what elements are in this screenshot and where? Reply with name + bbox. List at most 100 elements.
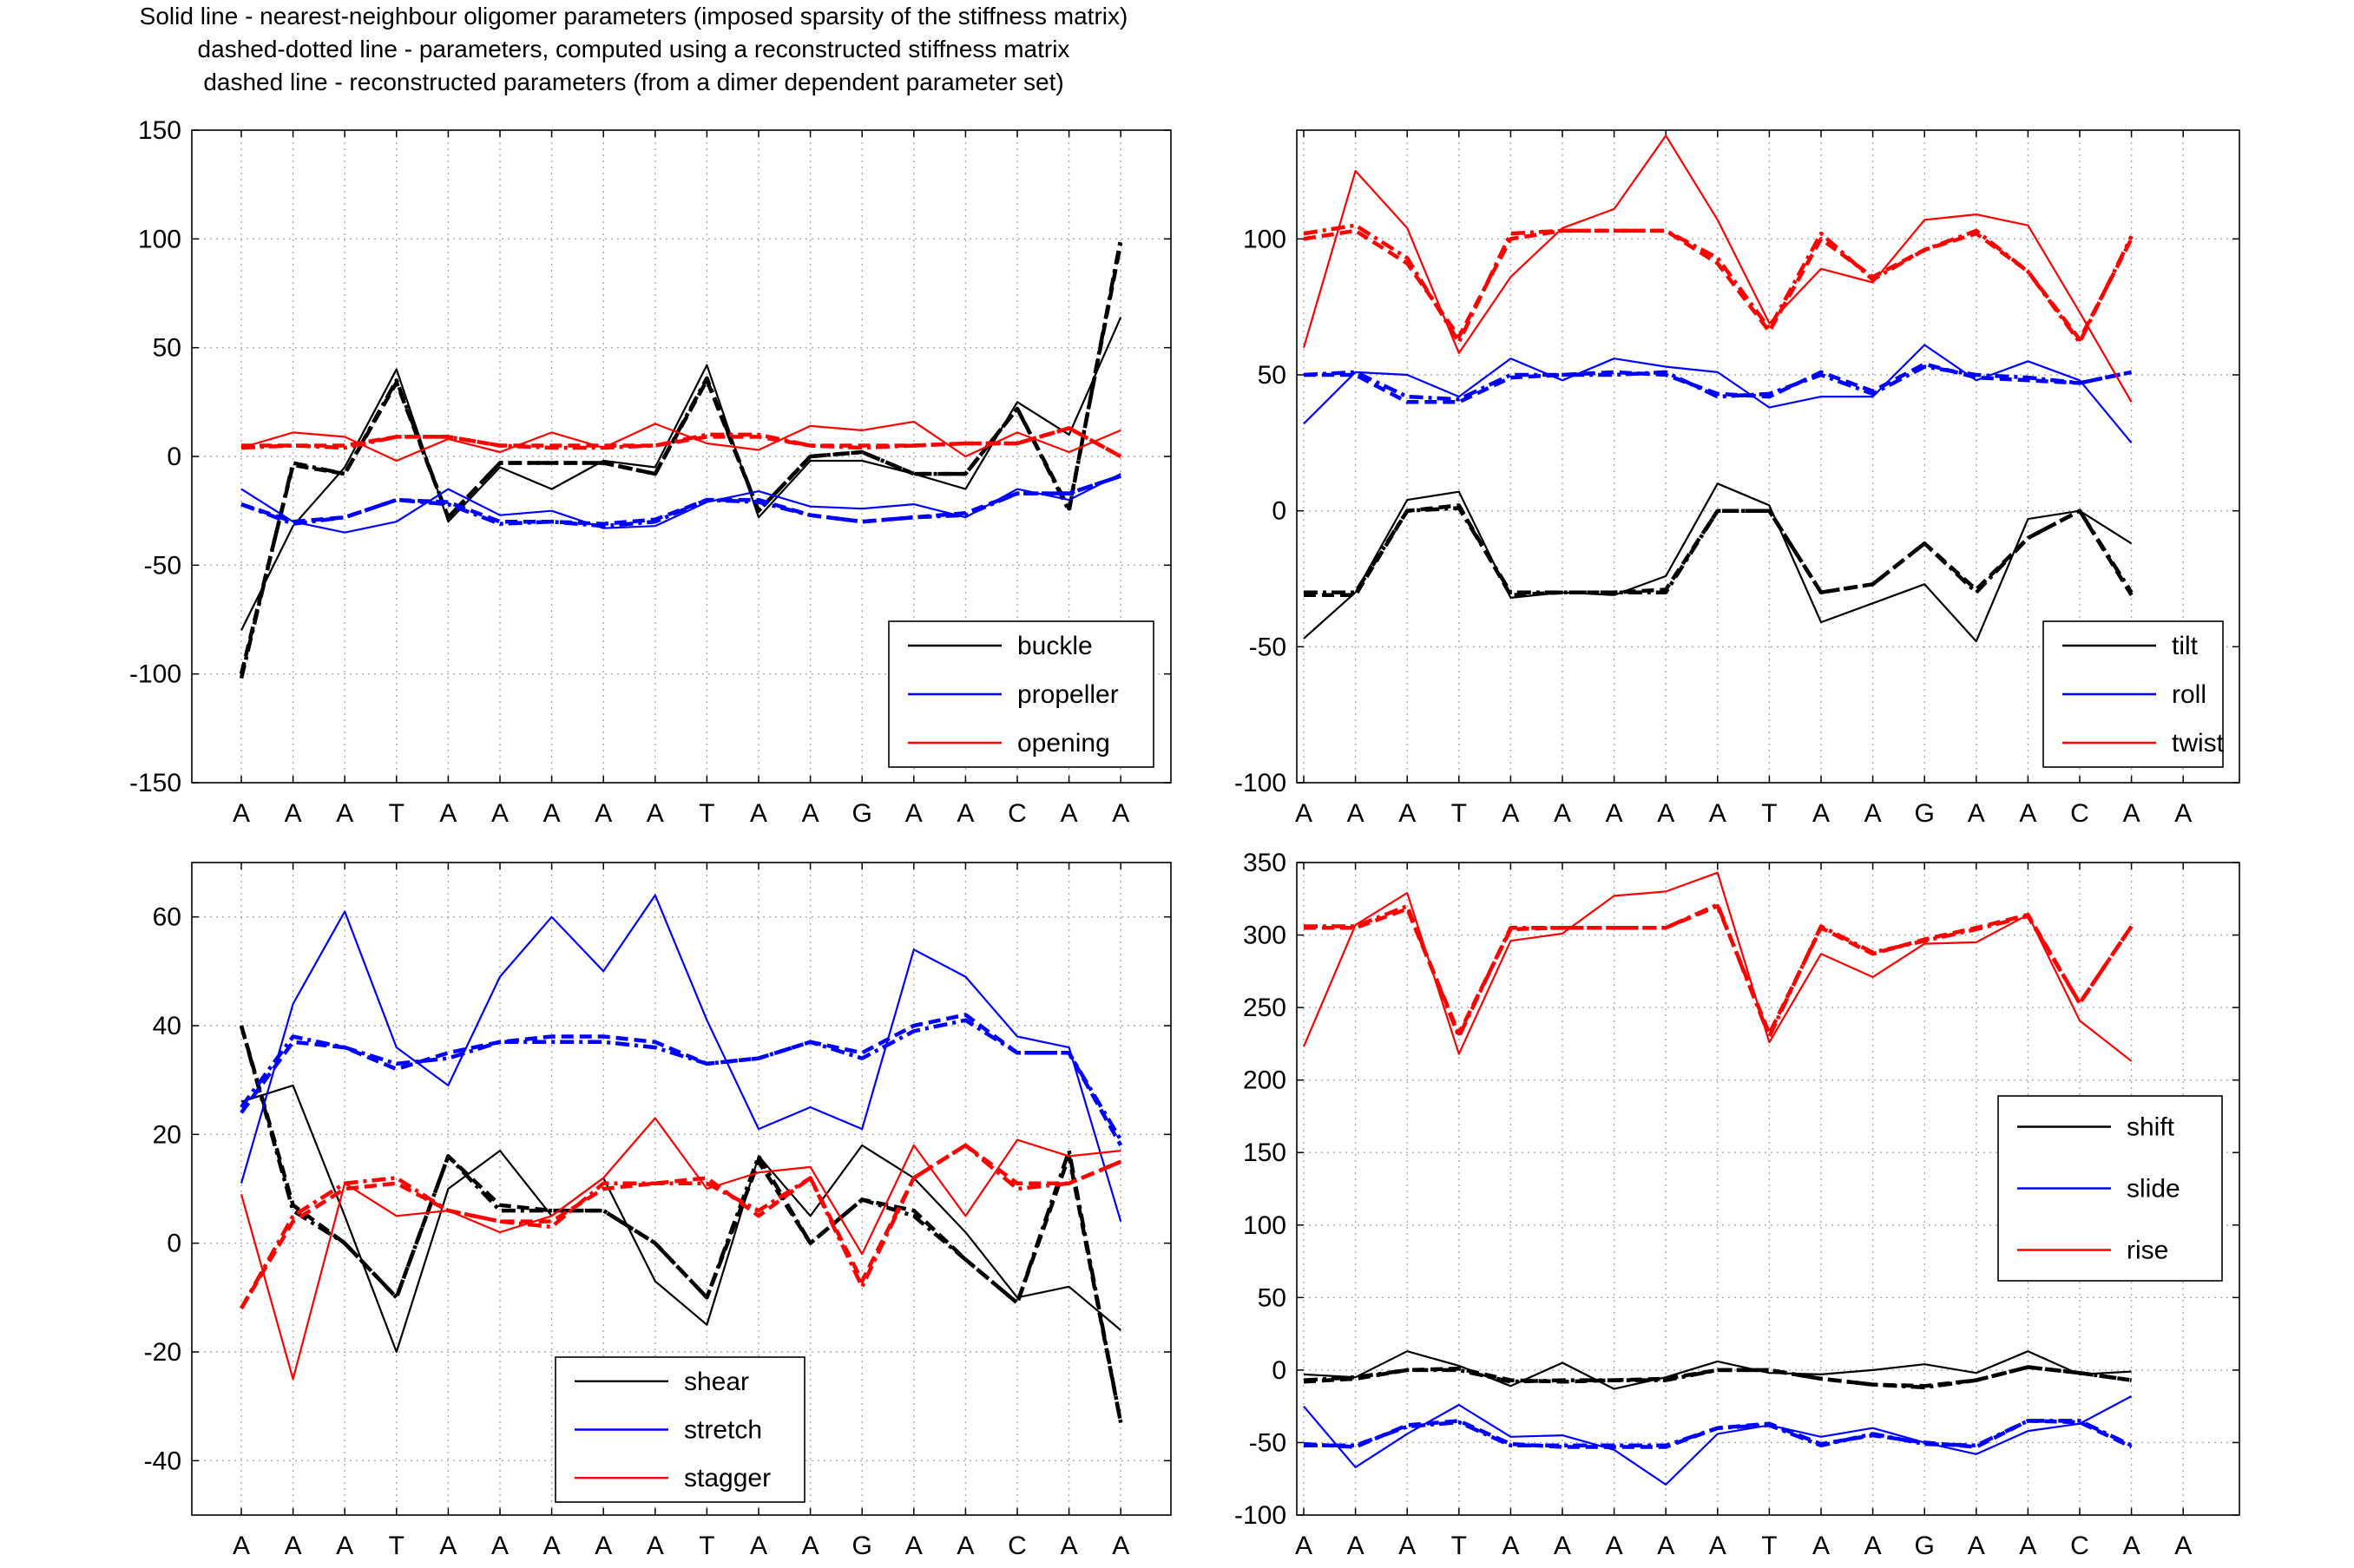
series-line-tilt-dashed [1304, 503, 2134, 598]
x-tick-label: A [1398, 1532, 1416, 1560]
x-tick-label: A [543, 1532, 561, 1560]
x-tick-label: A [595, 799, 612, 828]
axes-frame [191, 129, 1172, 784]
series-line-twist-dashdot [1303, 223, 2134, 344]
x-tick-label: G [1915, 1532, 1935, 1560]
x-tick-label: T [1761, 1532, 1777, 1560]
chart-panel-1: A A A T A A A A A T A A G A A C A A -150 -100 -50 0 50 100 150 bu… [129, 116, 1172, 828]
chart-panel-2: A A A T A A A A A T A A G A A C A A-100-50050100tiltrollt… [1234, 129, 2240, 828]
x-tick-label: C [2070, 799, 2089, 828]
x-tick-label: A [2174, 1532, 2192, 1560]
series-line-roll-dashdot [1303, 364, 2133, 402]
y-tick-label: 0 [1272, 497, 1286, 526]
y-tick-label: -100 [1234, 1501, 1286, 1530]
x-tick-label: C [2070, 1532, 2089, 1560]
x-tick-label: A [1812, 799, 1830, 828]
x-tick-label: A [802, 799, 819, 828]
x-tick-label: T [389, 1532, 404, 1560]
x-tick-label: A [1398, 799, 1416, 828]
legend-label-shear: shear [684, 1368, 749, 1396]
y-tick-label: 350 [1243, 849, 1286, 877]
x-tick-label: A [1606, 799, 1623, 828]
y-tick-label: -50 [1249, 1428, 1286, 1457]
y-tick-label: 100 [138, 225, 181, 253]
axes-frame [1296, 129, 2240, 784]
x-tick-label: A [802, 1532, 819, 1560]
series-line-roll-dashed [1304, 362, 2133, 404]
series-line-propeller-dashdot [240, 474, 1121, 528]
series-line-rise-dashdot [1304, 902, 2134, 1039]
x-tick-label: A [336, 799, 353, 828]
x-tick-label: C [1008, 799, 1027, 828]
x-tick-label: A [2019, 799, 2036, 828]
x-tick-label: A [1606, 1532, 1623, 1560]
series-line-stagger-solid [240, 1117, 1121, 1381]
figure-title: Solid line - nearest-neighbour oligomer … [0, 0, 1267, 99]
x-tick-label: A [647, 799, 664, 828]
x-tick-label: A [233, 799, 250, 828]
x-tick-label: A [336, 1532, 353, 1560]
chart-panel-3: A A A T A A A A A T A A G A A C A A -40 -20 0 20 40 60 shear stre… [144, 862, 1172, 1560]
legend-label-twist: twist [2172, 729, 2225, 758]
legend-label-stagger: stagger [684, 1464, 771, 1493]
x-tick-label: A [233, 1532, 250, 1560]
x-tick-label: A [1968, 1532, 1985, 1560]
x-tick-label: A [1709, 799, 1726, 828]
series-line-slide-dashdot [1304, 1419, 2133, 1448]
y-tick-label: -40 [144, 1447, 181, 1475]
x-tick-label: A [439, 799, 457, 828]
chart-panel-4: A A A T A A A A A T A A G A A C A A -100 -50 0 50 100 150 200 250… [1234, 849, 2240, 1560]
x-tick-label: T [699, 799, 714, 828]
series-line-opening-solid [240, 420, 1121, 463]
x-tick-label: G [852, 1532, 872, 1560]
series-line-rise-dashed [1304, 903, 2134, 1036]
title-line-2: dashed-dotted line - parameters, compute… [197, 36, 1070, 62]
x-tick-label: A [1112, 1532, 1129, 1560]
x-tick-label: A [491, 1532, 509, 1560]
x-tick-label: A [957, 799, 974, 828]
legend-label-shift: shift [2127, 1113, 2175, 1142]
x-tick-label: A [439, 1532, 457, 1560]
y-tick-label: 250 [1243, 994, 1286, 1022]
x-tick-label: A [1295, 1532, 1312, 1560]
y-tick-label: 0 [1272, 1356, 1286, 1385]
x-tick-label: A [595, 1532, 612, 1560]
series-line-rise-solid [1302, 871, 2133, 1062]
x-tick-label: A [1554, 1532, 1571, 1560]
y-tick-label: 50 [1258, 361, 1286, 390]
axes-frame [191, 862, 1172, 1516]
x-tick-label: T [1761, 799, 1777, 828]
y-tick-label: -100 [129, 660, 181, 689]
y-tick-label: -20 [144, 1338, 181, 1367]
x-tick-label: T [1451, 1532, 1467, 1560]
series-line-roll-solid [1303, 344, 2133, 444]
title-line-3: dashed line - reconstructed parameters (… [203, 69, 1064, 95]
legend: shear stretch stagger [555, 1356, 805, 1503]
y-tick-label: 60 [153, 903, 181, 932]
legend: shift slide rise [1997, 1095, 2223, 1282]
legend-label-rise: rise [2127, 1237, 2168, 1265]
x-tick-label: A [491, 799, 509, 828]
x-tick-label: A [1968, 799, 1985, 828]
series-line-shear-solid [240, 1084, 1121, 1354]
x-tick-label: A [285, 799, 302, 828]
series-line-opening-dashdot [240, 426, 1122, 458]
legend-label-buckle: buckle [1017, 632, 1093, 660]
series-line-stretch-dashdot [240, 1018, 1123, 1141]
legend-label-tilt: tilt [2172, 632, 2199, 660]
series-group [1302, 871, 2134, 1486]
x-tick-label: A [1864, 1532, 1882, 1560]
x-tick-label: A [1554, 799, 1571, 828]
x-tick-label: A [2123, 1532, 2140, 1560]
series-line-buckle-dashdot [239, 238, 1123, 679]
y-tick-label: -100 [1234, 769, 1286, 797]
y-tick-label: 100 [1243, 225, 1286, 253]
legend: tilt roll twist [2042, 620, 2225, 768]
legend-label-roll: roll [2172, 680, 2206, 709]
x-tick-label: A [2019, 1532, 2036, 1560]
series-line-slide-solid [1303, 1395, 2133, 1486]
x-tick-label: A [647, 1532, 664, 1560]
x-tick-label: A [543, 799, 561, 828]
series-line-shift-solid [1303, 1350, 2132, 1390]
series-line-stretch-solid [240, 894, 1122, 1222]
